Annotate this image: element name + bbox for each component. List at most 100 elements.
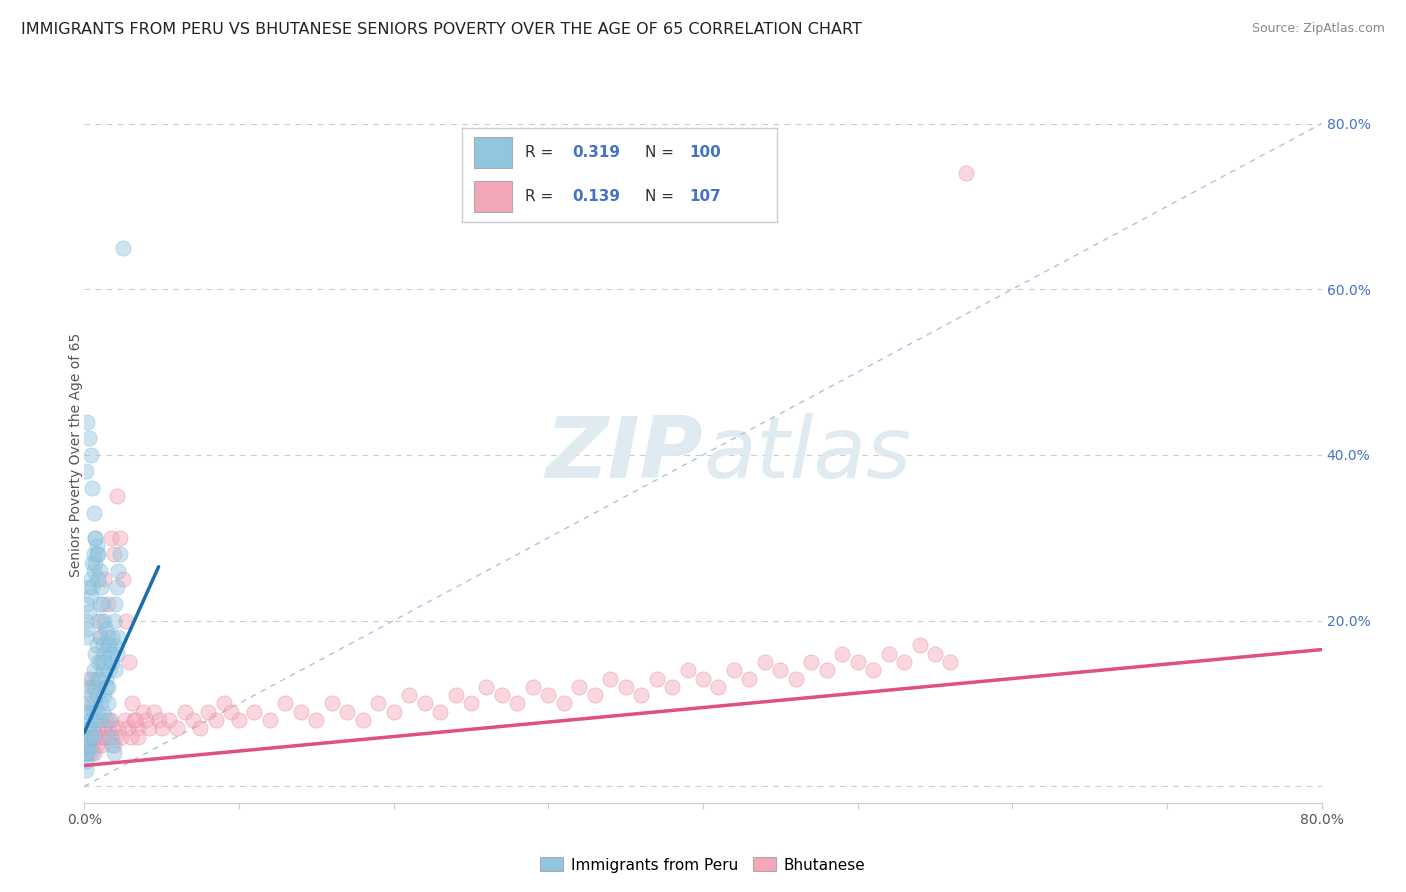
Point [148, 713, 170, 727]
Point [831, 647, 853, 661]
Point [86, 639, 108, 653]
Point [105, 489, 128, 503]
Point [413, 697, 436, 711]
Text: Source: ZipAtlas.com: Source: ZipAtlas.com [1251, 22, 1385, 36]
Point [86, 547, 108, 561]
Point [107, 564, 129, 578]
Point [75, 746, 97, 760]
Point [568, 680, 591, 694]
Point [75, 746, 97, 760]
Point [87, 655, 110, 669]
Point [76, 738, 98, 752]
Point [79, 713, 101, 727]
Point [77, 581, 100, 595]
Point [108, 531, 131, 545]
Point [79, 688, 101, 702]
Point [150, 721, 173, 735]
Point [181, 713, 204, 727]
Point [84, 556, 107, 570]
Point [91, 721, 114, 735]
Point [104, 597, 127, 611]
Point [274, 697, 297, 711]
Point [77, 605, 100, 619]
Point [87, 547, 110, 561]
Point [707, 680, 730, 694]
Point [100, 647, 122, 661]
Point [785, 672, 807, 686]
Point [91, 663, 114, 677]
Point [122, 713, 145, 727]
Point [908, 639, 931, 653]
Point [112, 241, 135, 255]
Point [91, 597, 114, 611]
Point [98, 713, 121, 727]
Point [100, 730, 122, 744]
Point [97, 680, 120, 694]
Point [630, 688, 652, 702]
Point [77, 721, 100, 735]
Point [305, 713, 328, 727]
Point [537, 688, 560, 702]
Point [893, 655, 915, 669]
Point [89, 630, 111, 644]
Point [100, 647, 122, 661]
Point [475, 680, 498, 694]
Point [82, 680, 104, 694]
Text: ZIP: ZIP [546, 413, 703, 497]
Point [83, 746, 105, 760]
Point [87, 572, 110, 586]
Point [97, 597, 120, 611]
Point [84, 647, 107, 661]
Point [84, 680, 107, 694]
Point [87, 721, 110, 735]
Point [429, 705, 451, 719]
Point [98, 730, 121, 744]
Point [108, 547, 131, 561]
Point [101, 738, 124, 752]
Point [77, 738, 100, 752]
Point [77, 672, 100, 686]
Point [103, 639, 125, 653]
Point [83, 547, 105, 561]
Point [382, 705, 405, 719]
Point [398, 688, 420, 702]
Point [243, 705, 266, 719]
Point [91, 639, 114, 653]
Point [166, 721, 188, 735]
Point [553, 697, 575, 711]
Point [614, 680, 637, 694]
Point [100, 531, 122, 545]
Point [98, 639, 121, 653]
Point [94, 672, 117, 686]
Point [87, 614, 110, 628]
Point [132, 705, 155, 719]
Point [79, 448, 101, 462]
Point [100, 713, 122, 727]
Point [77, 746, 100, 760]
Point [103, 547, 125, 561]
Point [82, 672, 104, 686]
Point [846, 655, 869, 669]
Point [754, 655, 776, 669]
Point [82, 721, 104, 735]
Point [444, 688, 467, 702]
Point [77, 431, 100, 445]
Point [939, 655, 962, 669]
Point [97, 630, 120, 644]
Point [159, 713, 181, 727]
Point [76, 746, 98, 760]
Point [104, 663, 127, 677]
Point [90, 581, 112, 595]
Point [86, 539, 108, 553]
Point [93, 647, 115, 661]
Point [90, 697, 112, 711]
Point [661, 680, 683, 694]
Point [599, 672, 621, 686]
Point [89, 597, 111, 611]
Point [82, 746, 104, 760]
Point [89, 564, 111, 578]
Point [128, 730, 150, 744]
Point [221, 705, 243, 719]
Point [77, 680, 100, 694]
Point [112, 572, 135, 586]
